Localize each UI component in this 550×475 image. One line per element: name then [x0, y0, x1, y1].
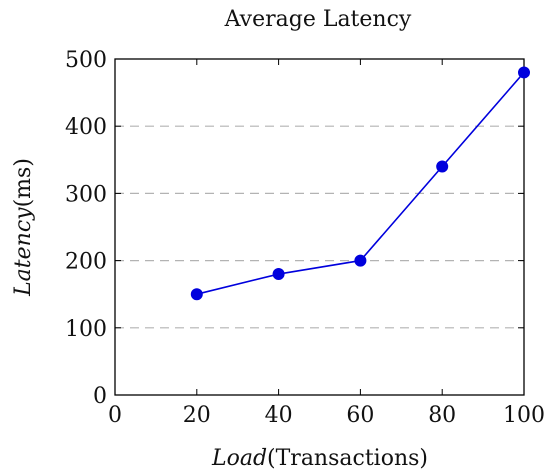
y-axis-label-main: Latency [11, 207, 36, 297]
x-tick-label: 60 [346, 403, 374, 428]
y-axis-label: Latency(ms) [11, 158, 36, 297]
y-tick-label: 300 [65, 182, 107, 207]
chart-title: Average Latency [224, 7, 412, 32]
x-axis-label-unit: (Transactions) [267, 446, 428, 471]
x-tick-label: 80 [428, 403, 456, 428]
plot-area-frame [114, 58, 525, 396]
axis-tick-labels: 0 100 200 300 400 500 0 20 40 60 80 100 [65, 48, 545, 428]
y-tick-label: 0 [93, 384, 107, 409]
x-axis-label-main: Load [211, 446, 267, 471]
x-tick-label: 20 [183, 403, 211, 428]
data-point [190, 288, 203, 301]
y-tick-label: 200 [65, 250, 107, 275]
data-point [354, 254, 367, 267]
x-tick-label: 40 [265, 403, 293, 428]
axis-ticks [114, 58, 525, 396]
data-point [272, 268, 285, 281]
series-latency [190, 66, 530, 301]
y-tick-label: 500 [65, 48, 107, 73]
x-tick-label: 0 [108, 403, 122, 428]
data-point [518, 66, 530, 79]
y-tick-label: 100 [65, 317, 107, 342]
x-axis-label: Load(Transactions) [211, 446, 428, 471]
grid-lines [115, 125, 524, 329]
data-point [436, 160, 449, 173]
y-tick-label: 400 [65, 115, 107, 140]
x-tick-label: 100 [503, 403, 545, 428]
y-axis-label-unit: (ms) [11, 158, 36, 207]
